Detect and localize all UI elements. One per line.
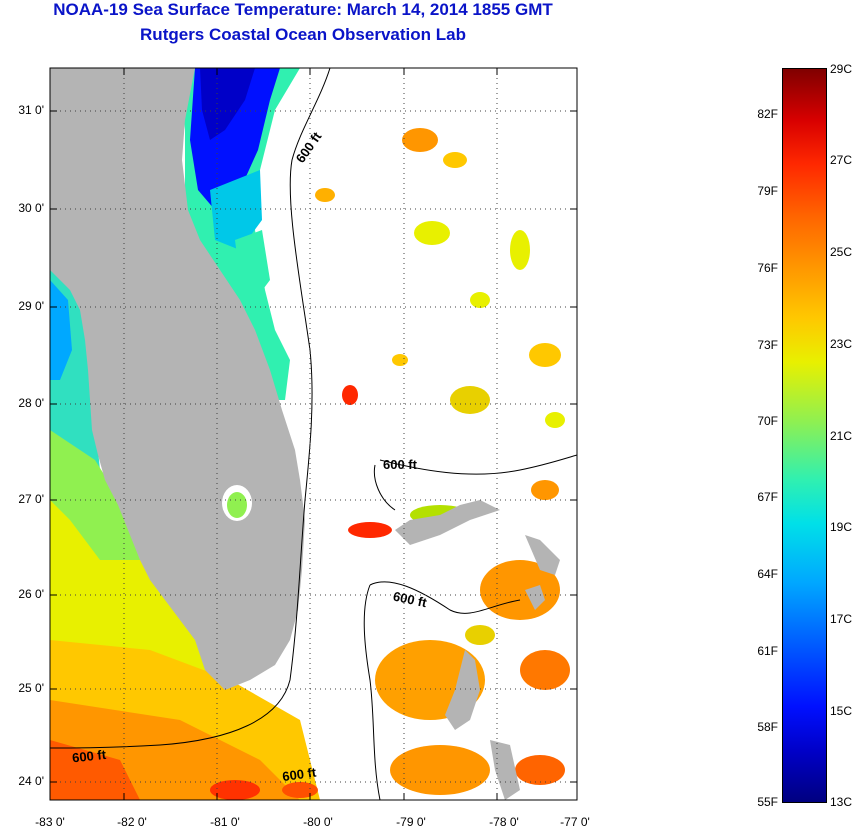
map-subtitle: Rutgers Coastal Ocean Observation Lab bbox=[140, 25, 466, 44]
contour-label: 600 ft bbox=[392, 589, 429, 611]
lon-label: -77 0' bbox=[560, 815, 590, 829]
lat-label: 31 0' bbox=[18, 103, 44, 117]
colorbar-c-label: 19C bbox=[830, 520, 853, 534]
contour-label: 600 ft bbox=[71, 747, 107, 766]
colorbar-c-label: 23C bbox=[830, 337, 853, 351]
colorbar-f-label: 67F bbox=[757, 490, 778, 504]
gridlines bbox=[50, 68, 577, 800]
map-frame bbox=[49, 67, 578, 801]
lon-label: -78 0' bbox=[489, 815, 519, 829]
colorbar-f-label: 61F bbox=[757, 644, 778, 658]
colorbar-c-label: 13C bbox=[830, 795, 853, 809]
colorbar-c-label: 17C bbox=[830, 612, 853, 626]
colorbar-f-label: 73F bbox=[757, 338, 778, 352]
lon-label: -79 0' bbox=[396, 815, 426, 829]
lon-label: -82 0' bbox=[117, 815, 147, 829]
colorbar-f-label: 76F bbox=[757, 261, 778, 275]
lat-label: 26 0' bbox=[18, 587, 44, 601]
colorbar-c-label: 29C bbox=[830, 62, 853, 76]
colorbar-c-label: 21C bbox=[830, 429, 853, 443]
lon-label: -80 0' bbox=[303, 815, 333, 829]
colorbar-f-label: 55F bbox=[757, 795, 778, 809]
colorbar-f-label: 70F bbox=[757, 414, 778, 428]
axis-ticks bbox=[50, 68, 577, 800]
colorbar-f-label: 79F bbox=[757, 184, 778, 198]
colorbar-f-label: 82F bbox=[757, 107, 778, 121]
colorbar-c-label: 25C bbox=[830, 245, 853, 259]
contour-label: 600 ft bbox=[383, 457, 418, 472]
lat-label: 30 0' bbox=[18, 201, 44, 215]
lat-label: 29 0' bbox=[18, 299, 44, 313]
lat-label: 24 0' bbox=[18, 774, 44, 788]
map-title: NOAA-19 Sea Surface Temperature: March 1… bbox=[53, 0, 553, 19]
lat-label: 28 0' bbox=[18, 396, 44, 410]
lat-label: 27 0' bbox=[18, 492, 44, 506]
lon-label: -81 0' bbox=[210, 815, 240, 829]
colorbar-f-label: 64F bbox=[757, 567, 778, 581]
lat-label: 25 0' bbox=[18, 681, 44, 695]
colorbar-c-label: 27C bbox=[830, 153, 853, 167]
temperature-colorbar bbox=[782, 68, 827, 803]
colorbar-f-label: 58F bbox=[757, 720, 778, 734]
colorbar-c-label: 15C bbox=[830, 704, 853, 718]
lon-label: -83 0' bbox=[35, 815, 65, 829]
contour-label: 600 ft bbox=[281, 764, 317, 784]
land bbox=[50, 68, 560, 800]
